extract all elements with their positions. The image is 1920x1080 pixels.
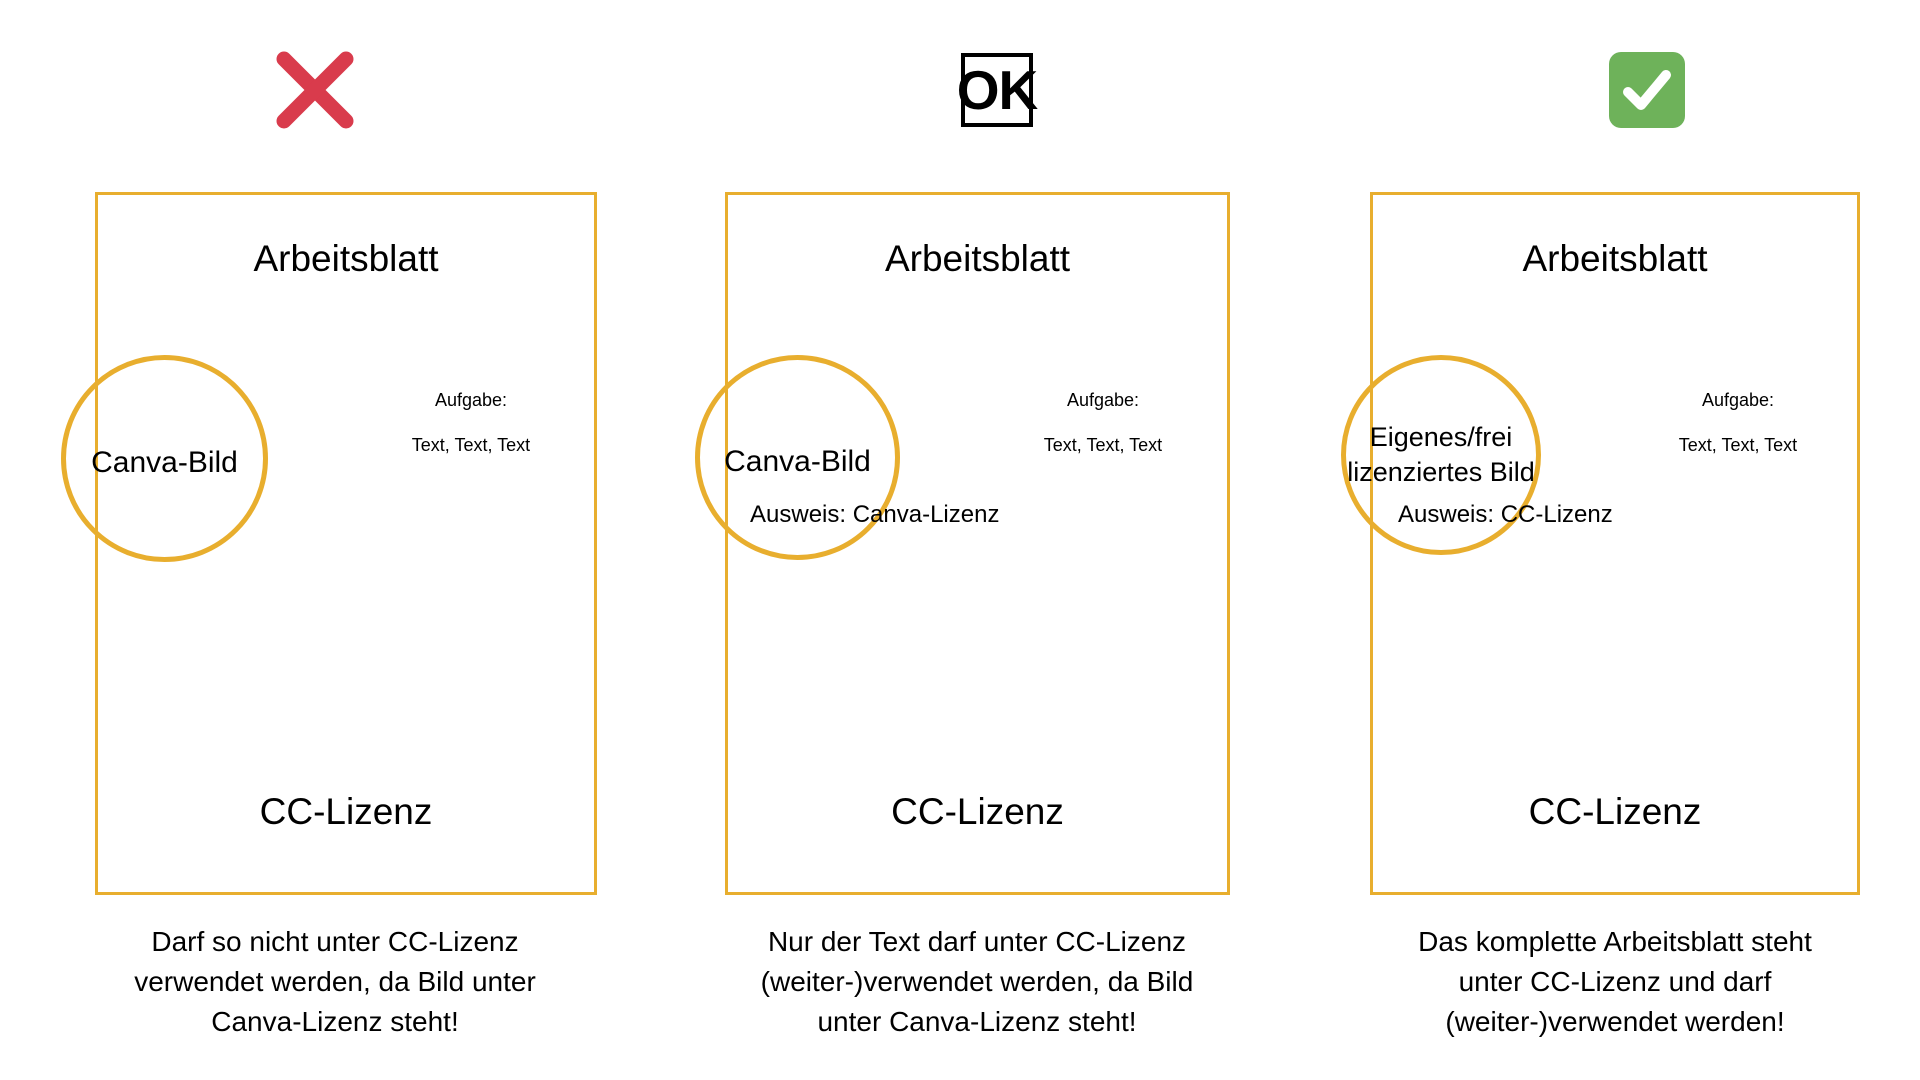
worksheet-title: Arbeitsblatt	[253, 238, 439, 279]
license-declaration-label: Ausweis: Canva-Lizenz	[750, 501, 1000, 528]
image-placeholder-label: Canva-Bild	[724, 445, 871, 479]
example-column-fully-allowed: Arbeitsblatt Eigenes/frei lizenziertes B…	[1305, 0, 1920, 1080]
column-caption: Darf so nicht unter CC-Lizenz verwendet …	[134, 926, 536, 1037]
status-icon-container	[1337, 45, 1920, 135]
column-caption: Nur der Text darf unter CC-Lizenz (weite…	[760, 926, 1194, 1037]
worksheet-license-label: CC-Lizenz	[891, 791, 1064, 832]
example-column-text-only: OK Arbeitsblatt Canva-Bild Aufgabe: Text…	[665, 0, 1285, 1080]
task-heading: Aufgabe:	[1701, 390, 1775, 410]
worksheet-license-label: CC-Lizenz	[259, 791, 433, 832]
task-body: Text, Text, Text	[411, 435, 531, 455]
image-placeholder-circle: Eigenes/frei lizenziertes Bild	[1341, 355, 1541, 555]
ok-box-icon: OK	[957, 53, 1038, 127]
task-block: Aufgabe: Text, Text, Text	[356, 391, 586, 454]
worksheet-license-label: CC-Lizenz	[1528, 791, 1702, 832]
image-placeholder-label: Eigenes/frei lizenziertes Bild	[1347, 421, 1535, 487]
worksheet-card: Arbeitsblatt Canva-Bild Aufgabe: Text, T…	[61, 192, 597, 895]
task-heading: Aufgabe:	[1066, 390, 1140, 410]
task-body: Text, Text, Text	[1043, 435, 1163, 455]
column-caption: Das komplette Arbeitsblatt steht unter C…	[1418, 926, 1812, 1037]
task-block: Aufgabe: Text, Text, Text	[1623, 391, 1853, 454]
task-block: Aufgabe: Text, Text, Text	[988, 391, 1218, 454]
check-mark-glyph	[1623, 70, 1671, 110]
ok-box-label: OK	[956, 58, 1038, 121]
example-column-not-allowed: Arbeitsblatt Canva-Bild Aufgabe: Text, T…	[35, 0, 655, 1080]
task-heading: Aufgabe:	[434, 390, 508, 410]
worksheet-title: Arbeitsblatt	[884, 238, 1071, 279]
cross-icon	[276, 51, 354, 129]
check-icon	[1609, 52, 1685, 128]
task-body: Text, Text, Text	[1678, 435, 1798, 455]
image-placeholder-circle: Canva-Bild	[61, 355, 268, 562]
image-placeholder-label: Canva-Bild	[91, 446, 238, 480]
worksheet-title: Arbeitsblatt	[1522, 238, 1708, 279]
image-placeholder-circle: Canva-Bild	[695, 355, 900, 560]
license-declaration-label: Ausweis: CC-Lizenz	[1398, 501, 1613, 528]
status-icon-container: OK	[687, 45, 1307, 135]
status-icon-container	[5, 45, 625, 135]
worksheet-card: Arbeitsblatt Eigenes/frei lizenziertes B…	[1341, 192, 1860, 895]
worksheet-card: Arbeitsblatt Canva-Bild Aufgabe: Text, T…	[695, 192, 1230, 895]
